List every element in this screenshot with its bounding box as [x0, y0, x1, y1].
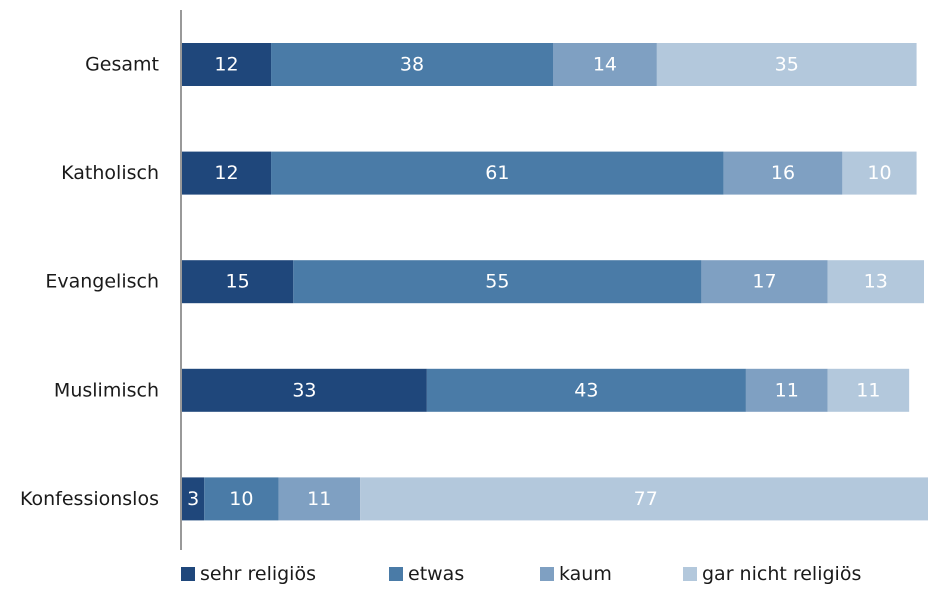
bar-segment [842, 151, 917, 195]
value-label: 61 [485, 162, 509, 184]
legend-label: sehr religiös [200, 563, 316, 585]
value-label: 17 [752, 271, 776, 293]
bar-segment [271, 151, 724, 195]
bar-segment [827, 260, 924, 304]
category-label: Katholisch [61, 162, 159, 184]
category-labels: Gesamt Katholisch Evangelisch Muslimisch Kon… [20, 54, 159, 510]
bar-segment [827, 368, 910, 412]
value-label: 77 [634, 488, 658, 510]
bar-segment [293, 260, 702, 304]
bar-segment [278, 477, 361, 521]
legend-swatch [389, 567, 403, 581]
value-label: 11 [775, 379, 799, 401]
bar-segment [360, 477, 928, 521]
bar-segment [182, 151, 272, 195]
bar-segment [745, 368, 828, 412]
value-label: 35 [775, 54, 799, 76]
bar-segment [701, 260, 828, 304]
legend-swatch [181, 567, 195, 581]
value-label: 12 [214, 162, 238, 184]
category-label: Konfessionslos [20, 488, 159, 510]
value-label: 16 [771, 162, 795, 184]
value-label: 12 [214, 54, 238, 76]
value-label: 13 [864, 271, 888, 293]
value-label: 43 [574, 379, 598, 401]
value-label: 33 [292, 379, 316, 401]
value-label: 11 [856, 379, 880, 401]
legend-label: etwas [408, 563, 464, 585]
bar-segment [204, 477, 279, 521]
bar-segment [723, 151, 843, 195]
value-label: 10 [867, 162, 891, 184]
legend-label: gar nicht religiös [702, 563, 861, 585]
value-label: 55 [485, 271, 509, 293]
legend-label: kaum [559, 563, 612, 585]
category-label: Muslimisch [54, 379, 159, 401]
value-label: 15 [226, 271, 250, 293]
bar-segment [271, 43, 553, 86]
bar-segment [182, 477, 205, 521]
legend: sehr religiös etwas kaum gar nicht religiös [181, 563, 861, 585]
value-label: 14 [593, 54, 617, 76]
legend-swatch [683, 567, 697, 581]
bar-segment [182, 260, 294, 304]
bar-segments [182, 43, 928, 521]
value-label: 3 [187, 488, 199, 510]
bar-segment [182, 43, 272, 86]
bar-segment [656, 43, 917, 86]
bar-segment [182, 368, 427, 412]
value-label: 11 [307, 488, 331, 510]
category-label: Gesamt [85, 54, 159, 76]
value-labels: 12 38 14 35 12 61 16 10 15 55 17 13 33 43 11 11 3 10 11 77 [187, 54, 891, 510]
category-label: Evangelisch [45, 271, 159, 293]
bar-segment [426, 368, 746, 412]
bar-segment [553, 43, 657, 86]
value-label: 10 [229, 488, 253, 510]
value-label: 38 [400, 54, 424, 76]
legend-swatch [540, 567, 554, 581]
